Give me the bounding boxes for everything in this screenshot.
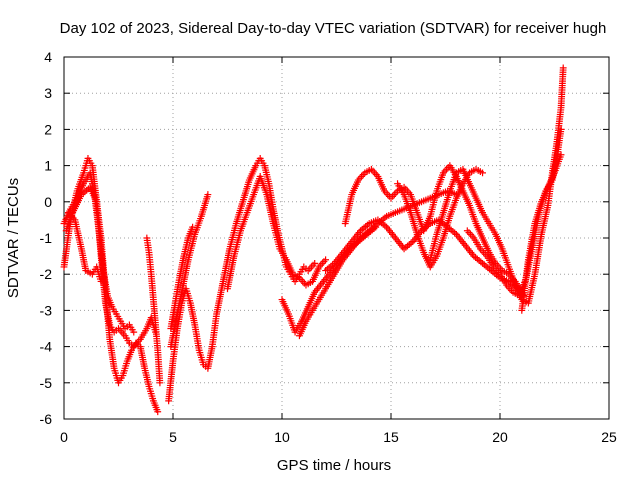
trace-6-point xyxy=(311,259,319,267)
y-tick-label: 0 xyxy=(44,194,52,210)
x-tick-label: 10 xyxy=(274,429,290,445)
trace-2-point xyxy=(154,408,162,416)
y-tick-label: -4 xyxy=(40,339,53,355)
x-tick-label: 20 xyxy=(492,429,508,445)
trace-7-point xyxy=(204,191,212,198)
x-tick-label: 25 xyxy=(601,429,617,445)
trace-3-point xyxy=(130,328,138,336)
trace-5-point xyxy=(156,379,164,387)
y-tick-label: -5 xyxy=(40,375,53,391)
y-axis-label: SDTVAR / TECUs xyxy=(5,178,22,298)
trace-9-point xyxy=(322,256,329,264)
trace-8-point xyxy=(189,223,197,231)
trace-16-point xyxy=(557,126,565,133)
y-tick-label: 3 xyxy=(44,85,52,101)
x-tick-label: 5 xyxy=(169,429,177,445)
x-axis-label: GPS time / hours xyxy=(277,457,391,474)
trace-4-point xyxy=(97,278,105,285)
axis-ticks: 0 5 10 15 20 25 -6 -5 -4 -3 -2 -1 0 1 2 3 4 xyxy=(40,49,617,445)
y-tick-label: 2 xyxy=(44,121,52,137)
trace-17-point xyxy=(557,151,565,159)
x-tick-label: 0 xyxy=(60,429,68,445)
chart-title: Day 102 of 2023, Sidereal Day-to-day VTE… xyxy=(60,20,607,37)
y-tick-label: 1 xyxy=(44,158,52,174)
y-tick-label: -2 xyxy=(40,266,53,282)
y-tick-label: -3 xyxy=(40,302,53,318)
trace-14-point xyxy=(479,169,486,177)
y-tick-label: 4 xyxy=(44,49,52,65)
y-tick-label: -6 xyxy=(40,411,53,427)
data-marks xyxy=(60,64,567,416)
trace-15-point xyxy=(559,64,567,72)
y-tick-label: -1 xyxy=(40,230,53,246)
x-tick-label: 15 xyxy=(383,429,399,445)
